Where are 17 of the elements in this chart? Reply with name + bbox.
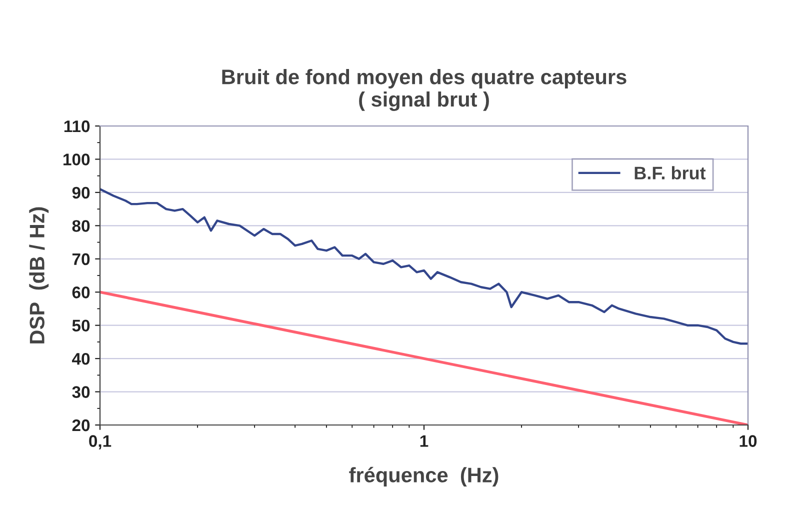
chart-title: Bruit de fond moyen des quatre capteurs ( signal brut )	[222, 69, 626, 111]
y-tick-label: 30	[72, 386, 90, 398]
y-tick-label: 40	[72, 352, 90, 365]
y-tick-label: 50	[72, 320, 90, 332]
y-tick-label: 80	[72, 220, 90, 232]
y-tick-label: 100	[64, 154, 90, 166]
legend-label: B.F. brut	[634, 166, 706, 180]
y-tick-label: 70	[72, 253, 90, 266]
x-tick-label: 1	[420, 435, 428, 447]
x-tick-label: 10	[740, 435, 757, 447]
y-tick-label: 20	[72, 419, 90, 432]
y-axis-title: DSP (dB / Hz)	[29, 207, 49, 344]
x-tick-label: 0,1	[89, 435, 112, 450]
y-tick-label: 110	[64, 120, 90, 132]
y-tick-label: 60	[72, 286, 90, 298]
x-axis-title: fréquence (Hz)	[349, 466, 498, 487]
y-tick-label: 90	[72, 186, 90, 199]
